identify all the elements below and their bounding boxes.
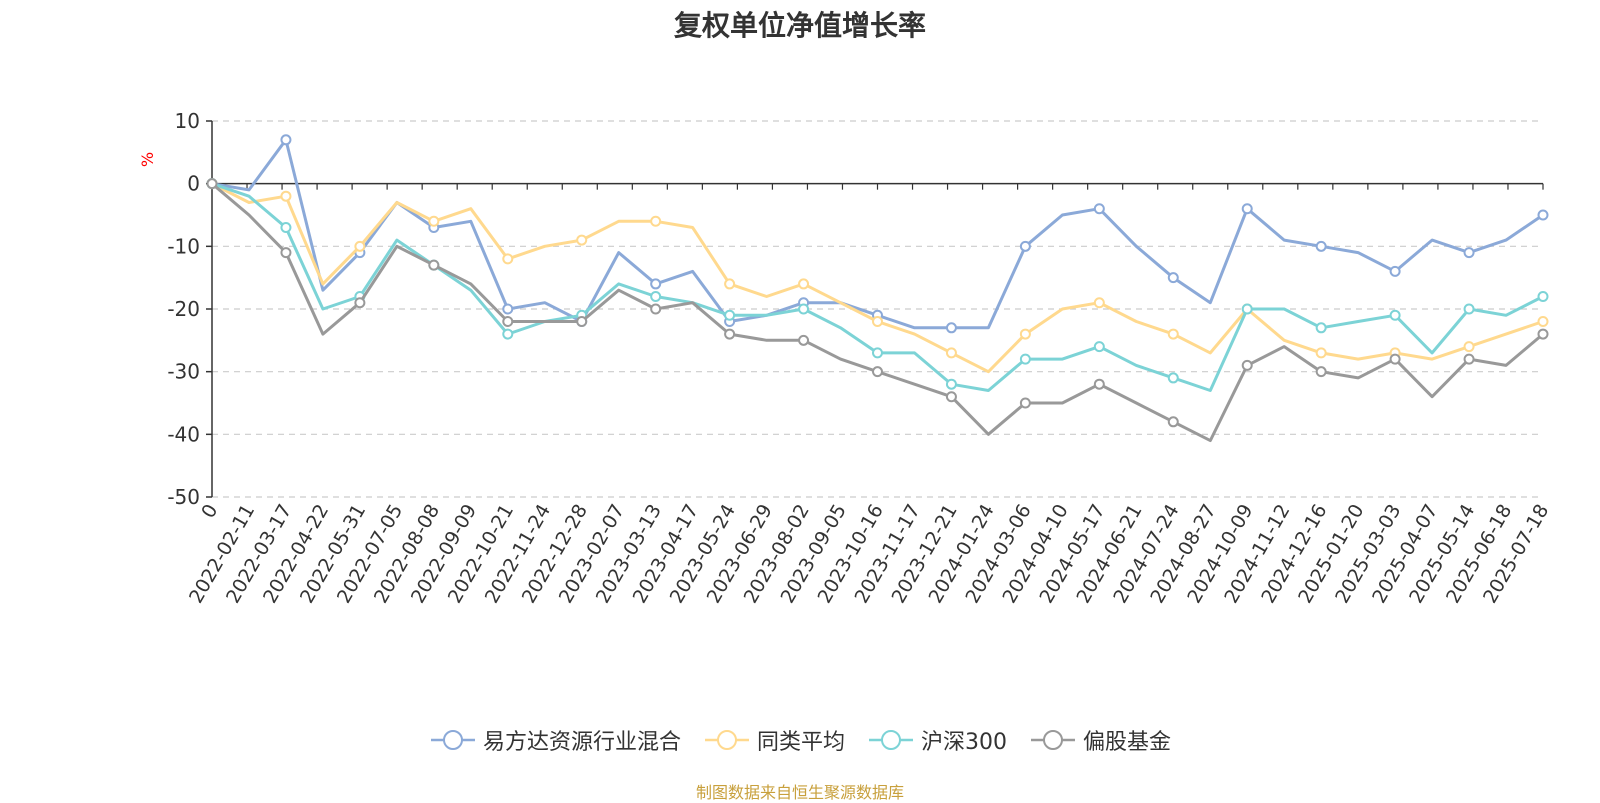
data-point <box>1093 341 1105 353</box>
legend-label: 偏股基金 <box>1083 730 1172 755</box>
data-point <box>280 134 292 146</box>
legend-item: 同类平均 <box>703 724 845 756</box>
data-point <box>1463 303 1475 315</box>
data-point <box>576 234 588 246</box>
x-tick-labels: 02022-02-112022-03-172022-04-222022-05-3… <box>185 500 1553 607</box>
y-tick-label: -50 <box>167 485 200 509</box>
data-point <box>1093 203 1105 215</box>
series-path <box>211 138 1544 330</box>
data-point <box>798 303 810 315</box>
legend-swatch-icon <box>1031 730 1075 750</box>
data-point <box>945 391 957 403</box>
legend-swatch-icon <box>430 730 475 750</box>
data-point <box>872 316 883 328</box>
data-point <box>354 240 366 252</box>
data-point <box>1315 366 1327 378</box>
series-line <box>206 178 1549 374</box>
data-point <box>1537 316 1549 328</box>
series-line <box>206 178 1549 443</box>
data-point <box>502 316 514 328</box>
data-point <box>724 328 736 340</box>
data-point <box>945 322 957 334</box>
y-tick-label: -40 <box>167 422 200 446</box>
grid-lines <box>212 120 1543 498</box>
data-point <box>650 215 662 227</box>
y-tick-label: -10 <box>167 234 200 258</box>
data-point <box>206 178 218 190</box>
data-point <box>650 278 662 290</box>
data-point <box>1093 297 1105 309</box>
chart-title: 复权单位净值增长率 <box>673 9 926 42</box>
data-point <box>280 247 292 259</box>
data-point <box>1389 309 1401 321</box>
y-tick-label: -20 <box>167 297 200 321</box>
data-point <box>1315 347 1327 359</box>
data-point <box>1389 265 1401 277</box>
series-lines <box>206 134 1549 443</box>
data-point <box>1463 353 1475 365</box>
data-point <box>1389 353 1401 365</box>
data-point <box>428 215 440 227</box>
data-point <box>1537 328 1549 340</box>
data-point <box>1019 328 1031 340</box>
data-point <box>280 190 292 202</box>
line-chart: 10 0 -10 -20 -30 -40 -50 02022-02-112022-03-17… <box>167 109 1553 607</box>
y-tick-label: -30 <box>167 360 200 384</box>
data-point <box>650 290 662 302</box>
series-path <box>211 182 1544 392</box>
legend-swatch-icon <box>704 730 749 750</box>
data-point <box>502 328 514 340</box>
y-tick-labels: 10 0 -10 -20 -30 -40 -50 <box>167 109 200 509</box>
data-point <box>1167 328 1179 340</box>
legend-item: 偏股基金 <box>1029 724 1171 756</box>
data-point <box>428 259 440 271</box>
data-point <box>576 316 588 328</box>
data-point <box>1315 240 1327 252</box>
data-point <box>1167 416 1179 428</box>
data-point <box>1241 359 1253 371</box>
data-point <box>502 253 514 265</box>
data-point <box>1241 203 1253 215</box>
data-point <box>1315 322 1327 334</box>
data-point <box>1093 378 1105 390</box>
legend-item: 沪深300 <box>867 724 1007 756</box>
data-point <box>798 278 810 290</box>
data-point <box>1167 272 1179 284</box>
data-point <box>945 378 957 390</box>
data-point <box>872 347 883 359</box>
data-point <box>1537 209 1549 221</box>
data-point <box>1019 397 1031 409</box>
data-point <box>724 278 736 290</box>
data-point <box>1463 247 1475 259</box>
legend-label: 同类平均 <box>756 730 845 755</box>
series-line <box>206 134 1549 334</box>
data-point <box>650 303 662 315</box>
data-point <box>1463 341 1475 353</box>
data-point <box>872 366 883 378</box>
axes <box>206 120 1544 498</box>
data-point <box>798 334 810 346</box>
x-tick-label: 0 <box>197 501 222 522</box>
y-tick-label: 0 <box>187 172 200 196</box>
source-note: 制图数据来自恒生聚源数据库 <box>695 783 904 802</box>
data-point <box>1167 372 1179 384</box>
legend: 易方达资源行业混合 同类平均 沪深300 偏股基金 <box>0 720 1600 760</box>
legend-label: 易方达资源行业混合 <box>482 730 681 755</box>
data-point <box>354 297 366 309</box>
legend-item: 易方达资源行业混合 <box>429 724 681 756</box>
data-point <box>1537 290 1549 302</box>
data-point <box>724 309 736 321</box>
data-point <box>1241 303 1253 315</box>
data-point <box>945 347 957 359</box>
data-point <box>1019 353 1031 365</box>
data-point <box>1019 240 1031 252</box>
legend-swatch-icon <box>869 730 913 750</box>
data-point <box>280 222 292 234</box>
legend-label: 沪深300 <box>921 730 1007 755</box>
y-tick-label: 10 <box>175 109 200 133</box>
data-point <box>502 303 514 315</box>
